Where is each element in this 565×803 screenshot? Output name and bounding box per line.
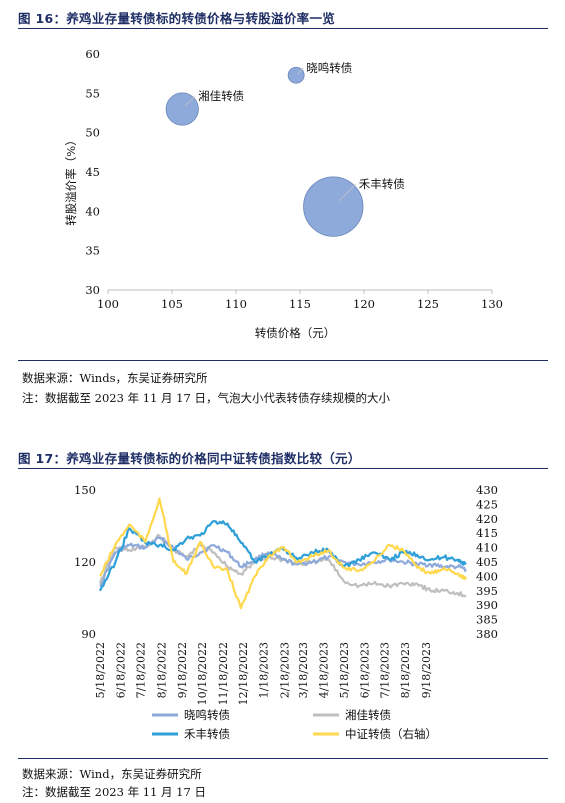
bubble-x-tick-label: 125	[417, 297, 439, 311]
line-right-tick-label: 390	[476, 598, 498, 612]
bubble-data-label: 禾丰转债	[359, 177, 405, 191]
bubble-y-tick-label: 30	[85, 283, 100, 297]
figure-16-title-rule	[18, 28, 548, 29]
line-right-tick-label: 380	[476, 627, 498, 641]
line-right-tick-label: 410	[476, 541, 498, 555]
line-x-tick-label: 12/18/2022	[237, 642, 250, 705]
bubble-chart: 100 105 110 115 120 125 130 30 35 40 45 50 55 60 晓鸣转债…	[64, 47, 503, 340]
line-chart: 90 120 150 38038539039540040541041542042543…	[74, 483, 498, 741]
legend-label: 湘佳转债	[345, 708, 391, 722]
bubble-leader-line	[297, 67, 304, 75]
legend-label: 禾丰转债	[184, 727, 230, 741]
bubble-leader-line	[338, 183, 357, 202]
bubble-data-label: 湘佳转债	[198, 89, 244, 103]
line-right-tick-label: 400	[476, 569, 498, 583]
line-x-tick-label: 10/18/2022	[196, 642, 209, 705]
line-x-tick-label: 8/18/2023	[399, 642, 412, 698]
line-x-tick-label: 2/18/2023	[278, 642, 291, 698]
line-right-tick-label: 430	[476, 483, 498, 497]
line-x-tick-label: 4/18/2023	[318, 642, 331, 698]
bubble-y-tick-label: 35	[85, 244, 100, 258]
line-right-tick-label: 395	[476, 584, 498, 598]
bubble-x-tick-label: 130	[481, 297, 503, 311]
line-left-tick-label: 150	[74, 483, 96, 497]
legend-label: 中证转债（右轴）	[345, 727, 437, 741]
line-x-tick-label: 11/18/2022	[217, 642, 230, 705]
line-left-tick-label: 90	[81, 627, 96, 641]
figure-16-bottom-rule	[18, 360, 548, 361]
line-x-tick-label: 6/18/2023	[358, 642, 371, 698]
legend-label: 晓鸣转债	[184, 708, 230, 722]
series-line	[99, 497, 468, 610]
bubble-y-tick-label: 40	[85, 204, 100, 218]
figure-17-title: 图 17：养鸡业存量转债标的价格同中证转债指数比较（元）	[18, 451, 361, 466]
figure-17-note: 注：数据截至 2023 年 11 月 17 日	[22, 785, 206, 799]
bubble-leader-line	[184, 95, 196, 107]
line-right-tick-label: 420	[476, 512, 498, 526]
line-x-tick-label: 6/18/2022	[115, 642, 128, 698]
figure-16-title: 图 16：养鸡业存量转债标的转债价格与转股溢价率一览	[18, 11, 336, 26]
bubble-y-tick-label: 50	[85, 126, 100, 140]
line-x-tick-label: 3/18/2023	[297, 642, 310, 698]
bubble-chart-x-axis-title: 转债价格（元）	[255, 326, 336, 340]
bubble-x-tick-label: 110	[225, 297, 247, 311]
bubble-x-tick-label: 115	[289, 297, 311, 311]
bubble-y-tick-label: 60	[85, 47, 100, 61]
line-x-tick-label: 9/18/2023	[420, 642, 433, 698]
bubble-x-tick-label: 120	[353, 297, 375, 311]
bubble-chart-y-axis-title: 转股溢价率（%）	[64, 134, 78, 225]
line-x-tick-label: 5/18/2022	[94, 642, 107, 698]
bubble-x-tick-label: 100	[97, 297, 119, 311]
line-right-tick-label: 425	[476, 497, 498, 511]
figure-16-source: 数据来源：Winds，东吴证券研究所	[22, 371, 208, 385]
figure-17-bottom-rule	[18, 758, 548, 759]
line-x-tick-label: 9/18/2022	[176, 642, 189, 698]
line-right-tick-label: 415	[476, 526, 498, 540]
series-line	[98, 520, 467, 592]
line-x-tick-label: 5/18/2023	[338, 642, 351, 698]
line-x-tick-label: 8/18/2022	[155, 642, 168, 698]
line-x-tick-label: 1/18/2023	[258, 642, 271, 698]
line-x-tick-label: 7/18/2022	[135, 642, 148, 698]
series-line	[99, 536, 467, 587]
line-right-tick-label: 385	[476, 613, 498, 627]
bubble-x-tick-label: 105	[161, 297, 183, 311]
line-x-tick-label: 7/18/2023	[379, 642, 392, 698]
line-left-tick-label: 120	[74, 555, 96, 569]
figure-16-note: 注：数据截至 2023 年 11 月 17 日，气泡大小代表转债存续规模的大小	[22, 391, 390, 405]
line-right-tick-label: 405	[476, 555, 498, 569]
bubble-y-tick-label: 45	[85, 165, 100, 179]
bubble-y-tick-label: 55	[85, 86, 100, 100]
figure-17-source: 数据来源：Wind，东吴证券研究所	[22, 767, 202, 781]
figure-17-title-rule	[18, 468, 548, 469]
bubble-data-label: 晓鸣转债	[306, 61, 352, 75]
